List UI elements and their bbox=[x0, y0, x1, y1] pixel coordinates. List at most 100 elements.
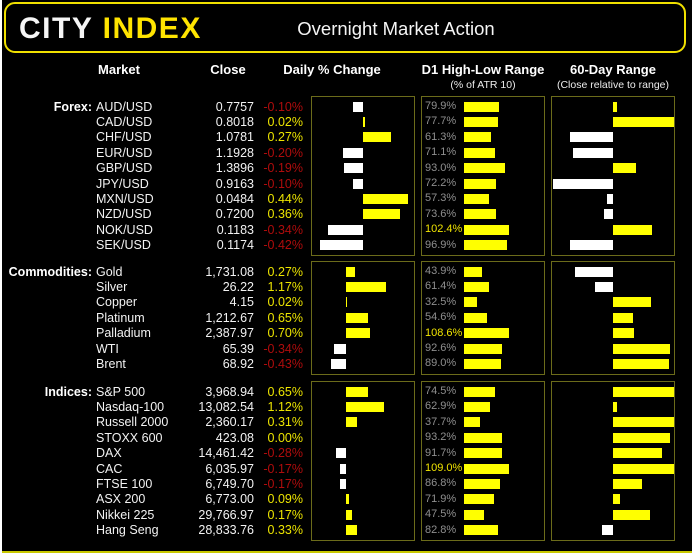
daily-pct-value: 0.17% bbox=[267, 507, 303, 522]
daily-pct-value: 0.33% bbox=[267, 523, 303, 538]
close-value: 6,773.00 bbox=[205, 492, 254, 507]
column-header-close: Close bbox=[210, 62, 246, 77]
logo-city-text: CITY bbox=[19, 12, 93, 45]
atr-pct-value: 93.2% bbox=[425, 431, 457, 444]
daily-change-bar bbox=[320, 240, 363, 251]
atr-pct-value: 74.5% bbox=[425, 385, 457, 397]
column-header-60day-range: 60-Day Range bbox=[570, 62, 656, 77]
atr-pct-value: 102.4% bbox=[425, 223, 463, 236]
range60-bar bbox=[553, 178, 613, 189]
atr-pct-value: 61.3% bbox=[425, 130, 457, 143]
market-name: Nasdaq-100 bbox=[96, 400, 165, 415]
page-title: Overnight Market Action bbox=[297, 18, 495, 39]
table-row: FTSE 100 6,749.70 -0.17% 86.8% bbox=[2, 476, 692, 491]
close-value: 65.39 bbox=[222, 341, 254, 356]
table-row: GBP/USD 1.3896 -0.19% 93.0% bbox=[2, 161, 692, 176]
market-name: JPY/USD bbox=[96, 176, 149, 191]
daily-pct-value: 0.70% bbox=[267, 326, 303, 341]
table-row: Nikkei 225 29,766.97 0.17% 47.5% bbox=[2, 507, 692, 522]
daily-pct-value: -0.17% bbox=[263, 461, 303, 476]
daily-change-bar bbox=[363, 132, 391, 143]
daily-change-bar bbox=[342, 147, 363, 158]
daily-change-bar bbox=[363, 116, 366, 127]
atr-range-bar bbox=[464, 312, 487, 323]
atr-range-bar bbox=[464, 448, 502, 459]
table-row: Hang Seng 28,833.76 0.33% 82.8% bbox=[2, 523, 692, 538]
header-bar: CITY INDEX Overnight Market Action bbox=[4, 2, 686, 53]
daily-change-bar bbox=[363, 209, 400, 220]
atr-pct-value: 32.5% bbox=[425, 295, 457, 308]
daily-change-bar bbox=[346, 494, 350, 505]
column-header-d1-range: D1 High-Low Range bbox=[421, 62, 545, 77]
daily-pct-value: 0.36% bbox=[267, 207, 303, 222]
daily-pct-value: 0.00% bbox=[267, 430, 303, 445]
logo-index-text: INDEX bbox=[102, 12, 202, 45]
daily-change-bar bbox=[352, 178, 363, 189]
atr-range-bar bbox=[464, 101, 500, 112]
market-name: WTI bbox=[96, 341, 119, 356]
range60-bar bbox=[613, 432, 671, 443]
range60-bar bbox=[602, 525, 613, 536]
table-row: NZD/USD 0.7200 0.36% 73.6% bbox=[2, 207, 692, 222]
daily-change-bar bbox=[346, 401, 385, 412]
atr-range-bar bbox=[464, 386, 495, 397]
range60-bar bbox=[613, 401, 617, 412]
atr-range-bar bbox=[464, 358, 501, 369]
range60-bar bbox=[613, 163, 637, 174]
daily-change-bar bbox=[346, 525, 358, 536]
daily-change-bar bbox=[346, 509, 352, 520]
table-row: CAC 6,035.97 -0.17% 109.0% bbox=[2, 461, 692, 476]
atr-pct-value: 62.9% bbox=[425, 400, 457, 413]
atr-range-bar bbox=[464, 281, 490, 292]
daily-pct-value: -0.17% bbox=[263, 477, 303, 492]
market-name: CHF/USD bbox=[96, 130, 152, 145]
close-value: 6,749.70 bbox=[205, 477, 254, 492]
close-value: 1.0781 bbox=[215, 130, 254, 145]
close-value: 6,035.97 bbox=[205, 461, 254, 476]
table-row: EUR/USD 1.1928 -0.20% 71.1% bbox=[2, 145, 692, 160]
atr-range-bar bbox=[464, 224, 509, 235]
close-value: 1,731.08 bbox=[205, 264, 254, 279]
market-name: SEK/USD bbox=[96, 238, 151, 253]
range60-bar bbox=[613, 509, 650, 520]
table-row: Nasdaq-100 13,082.54 1.12% 62.9% bbox=[2, 399, 692, 414]
market-name: Gold bbox=[96, 264, 123, 279]
section-label: Forex: bbox=[53, 99, 92, 114]
market-name: Copper bbox=[96, 295, 137, 310]
daily-change-bar bbox=[352, 101, 363, 112]
market-name: S&P 500 bbox=[96, 384, 146, 399]
table-row: Silver 26.22 1.17% 61.4% bbox=[2, 279, 692, 294]
daily-pct-value: 0.02% bbox=[267, 115, 303, 130]
atr-range-bar bbox=[464, 132, 491, 143]
daily-change-bar bbox=[340, 478, 346, 489]
close-value: 2,387.97 bbox=[205, 326, 254, 341]
atr-pct-value: 91.7% bbox=[425, 446, 457, 459]
atr-pct-value: 89.0% bbox=[425, 357, 457, 370]
atr-range-bar bbox=[464, 343, 503, 354]
close-value: 2,360.17 bbox=[205, 415, 254, 430]
atr-range-bar bbox=[464, 193, 490, 204]
range60-bar bbox=[613, 297, 651, 308]
atr-pct-value: 61.4% bbox=[425, 280, 457, 293]
close-value: 1.3896 bbox=[215, 161, 254, 176]
daily-pct-value: -0.34% bbox=[263, 222, 303, 237]
atr-range-bar bbox=[464, 525, 499, 536]
close-value: 4.15 bbox=[229, 295, 254, 310]
atr-pct-value: 86.8% bbox=[425, 477, 457, 490]
daily-pct-value: -0.10% bbox=[263, 176, 303, 191]
table-row: STOXX 600 423.08 0.00% 93.2% bbox=[2, 430, 692, 445]
atr-range-bar bbox=[464, 328, 509, 339]
atr-range-bar bbox=[464, 266, 483, 277]
daily-pct-value: 1.17% bbox=[267, 280, 303, 295]
table-row: Copper 4.15 0.02% 32.5% bbox=[2, 295, 692, 310]
table-row: Brent 68.92 -0.43% 89.0% bbox=[2, 356, 692, 371]
market-name: FTSE 100 bbox=[96, 477, 153, 492]
daily-pct-value: 1.12% bbox=[267, 400, 303, 415]
market-name: Silver bbox=[96, 280, 128, 295]
range60-bar bbox=[594, 281, 613, 292]
daily-pct-value: 0.27% bbox=[267, 130, 303, 145]
range60-bar bbox=[613, 478, 643, 489]
table-row: DAX 14,461.42 -0.28% 91.7% bbox=[2, 446, 692, 461]
market-name: EUR/USD bbox=[96, 145, 153, 160]
atr-range-bar bbox=[464, 163, 505, 174]
